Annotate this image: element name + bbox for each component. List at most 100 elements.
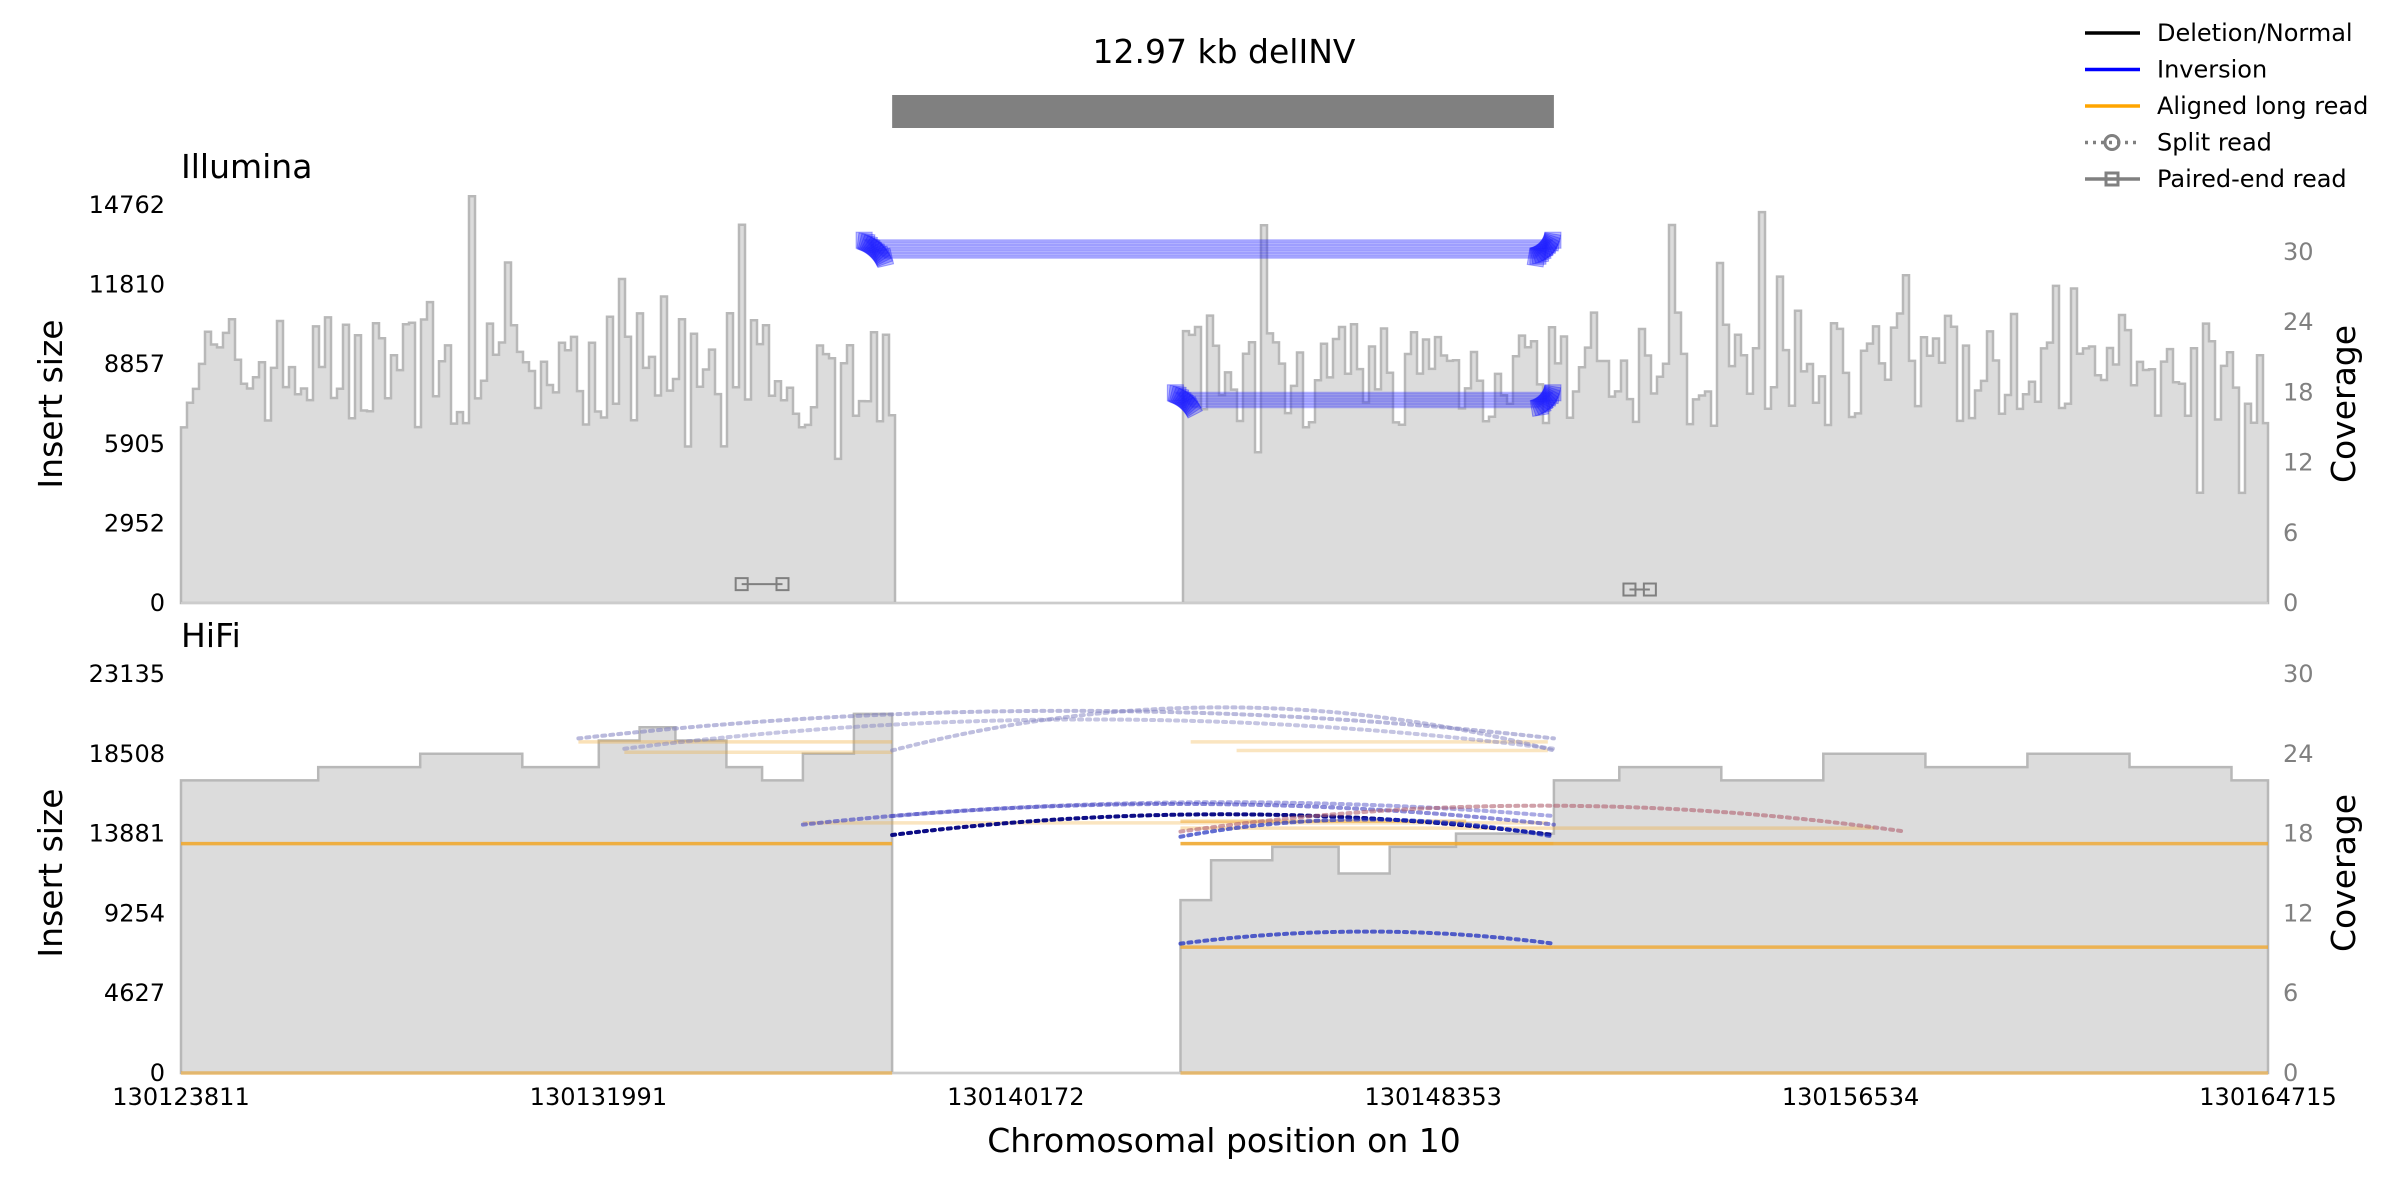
split-read-arc bbox=[1178, 803, 1907, 834]
y2-tick-label: 12 bbox=[2283, 899, 2314, 927]
inversion-marker bbox=[859, 235, 883, 259]
y-tick-label: 14762 bbox=[89, 191, 165, 219]
y-tick-label: 0 bbox=[150, 1059, 165, 1087]
y2-tick-label: 12 bbox=[2283, 449, 2314, 477]
inversion-marker bbox=[1532, 390, 1556, 415]
y-tick-label: 4627 bbox=[104, 979, 165, 1007]
y-tick-label: 8857 bbox=[104, 350, 165, 378]
y2-tick-label: 6 bbox=[2283, 519, 2298, 547]
split-read-arc bbox=[576, 708, 1556, 741]
y-tick-label: 23135 bbox=[89, 660, 165, 688]
legend-label: Split read bbox=[2157, 129, 2272, 157]
inversion-marker bbox=[856, 232, 876, 252]
inversion-marker bbox=[1536, 386, 1560, 410]
y2-tick-label: 0 bbox=[2283, 589, 2298, 617]
chart-title: 12.97 kb delINV bbox=[1093, 32, 1356, 71]
legend-label: Paired-end read bbox=[2157, 165, 2347, 193]
legend: Deletion/Normal Inversion Aligned long rea… bbox=[2085, 19, 2368, 193]
legend-marker bbox=[2104, 171, 2120, 187]
legend-entry: Inversion bbox=[2085, 56, 2267, 84]
y-tick-label: 13881 bbox=[89, 820, 165, 848]
sv-span-bar bbox=[892, 95, 1554, 128]
split-read-arc bbox=[1178, 929, 1556, 946]
inversion-marker bbox=[1175, 392, 1200, 416]
inversion-marker bbox=[1536, 233, 1560, 257]
y2-tick-label: 30 bbox=[2283, 238, 2314, 266]
inversion-marker bbox=[861, 236, 885, 261]
y-tick-label: 5905 bbox=[104, 430, 165, 458]
inversion-marker bbox=[855, 231, 873, 249]
inversion-marker bbox=[1530, 394, 1552, 417]
inversion-marker bbox=[868, 243, 892, 267]
inversion-marker bbox=[1539, 385, 1561, 407]
y2-tick-label: 24 bbox=[2283, 740, 2314, 768]
coverage-area bbox=[179, 194, 2270, 605]
inversion-marker bbox=[1180, 395, 1203, 419]
inversion-marker bbox=[1535, 234, 1559, 259]
inversion-marker bbox=[1177, 393, 1202, 418]
paired-end-marker bbox=[734, 577, 749, 592]
y-tick-label: 2952 bbox=[104, 509, 165, 537]
coverage-area bbox=[179, 712, 2270, 1075]
inversion-marker bbox=[871, 245, 894, 268]
y-tick-label: 18508 bbox=[89, 740, 165, 768]
legend-label: Inversion bbox=[2157, 56, 2267, 84]
legend-label: Aligned long read bbox=[2157, 92, 2368, 120]
inversion-marker bbox=[1530, 392, 1554, 416]
inversion-marker bbox=[866, 241, 891, 265]
y2-tick-label: 0 bbox=[2283, 1059, 2298, 1087]
inversion-marker bbox=[862, 237, 887, 262]
paired-end-marker bbox=[1622, 582, 1637, 597]
paired-end-marker bbox=[775, 577, 790, 592]
y-axis-label-illumina: Insert size bbox=[31, 319, 70, 488]
y2-tick-label: 30 bbox=[2283, 660, 2314, 688]
inversion-marker bbox=[1526, 248, 1547, 268]
inversion-marker bbox=[1544, 384, 1562, 402]
inversion-marker bbox=[864, 239, 889, 264]
y2-axis-label-hifi: Coverage bbox=[2324, 794, 2363, 952]
legend-entry: Aligned long read bbox=[2085, 92, 2368, 120]
split-read-arc bbox=[890, 800, 1556, 819]
inversion-marker bbox=[1529, 397, 1550, 417]
split-read-arc bbox=[800, 801, 1556, 827]
y2-tick-label: 24 bbox=[2283, 308, 2314, 336]
inversion-marker bbox=[858, 234, 881, 256]
tick-labels: 0 2952 5905 8857 11810 14762 0 6 12 18 24 30 0 4627 92… bbox=[89, 191, 2337, 1111]
legend-label: Deletion/Normal bbox=[2157, 19, 2353, 47]
split-read-arc bbox=[890, 705, 1556, 753]
inversion-marker bbox=[1166, 384, 1184, 402]
inversion-marker bbox=[1530, 239, 1554, 263]
inversion-marker bbox=[857, 233, 879, 254]
y2-axis-label-illumina: Coverage bbox=[2324, 325, 2363, 483]
legend-entry: Split read bbox=[2085, 129, 2272, 157]
y2-tick-label: 18 bbox=[2283, 820, 2314, 848]
paired-end-marker bbox=[1642, 582, 1657, 597]
inversion-marker bbox=[1539, 232, 1561, 255]
inversion-marker bbox=[1530, 242, 1552, 264]
inversion-marker bbox=[1533, 388, 1558, 413]
split-read-arc bbox=[622, 717, 1556, 751]
legend-entry: Paired-end read bbox=[2085, 165, 2347, 193]
x-tick-label: 130156534 bbox=[1782, 1083, 1919, 1111]
inversion-marker bbox=[1174, 390, 1199, 415]
inversion-marker bbox=[1544, 231, 1562, 249]
inversion-marker bbox=[1169, 386, 1192, 409]
y-tick-label: 9254 bbox=[104, 899, 165, 927]
x-tick-label: 130164715 bbox=[2199, 1083, 2336, 1111]
y2-tick-label: 6 bbox=[2283, 979, 2298, 1007]
split-read-arc bbox=[1178, 817, 1556, 839]
inversion-marker bbox=[1533, 236, 1558, 261]
x-tick-label: 130140172 bbox=[947, 1083, 1084, 1111]
y2-tick-label: 18 bbox=[2283, 378, 2314, 406]
inversion-marker bbox=[1529, 247, 1547, 265]
y-axis-label-hifi: Insert size bbox=[31, 788, 70, 957]
y-tick-label: 11810 bbox=[89, 271, 165, 299]
legend-marker bbox=[2103, 134, 2121, 151]
inversion-marker bbox=[1172, 388, 1197, 413]
panel-title-hifi: HiFi bbox=[181, 616, 241, 655]
x-tick-label: 130131991 bbox=[530, 1083, 667, 1111]
panel-title-illumina: Illumina bbox=[181, 147, 312, 186]
x-axis-label: Chromosomal position on 10 bbox=[987, 1121, 1461, 1160]
